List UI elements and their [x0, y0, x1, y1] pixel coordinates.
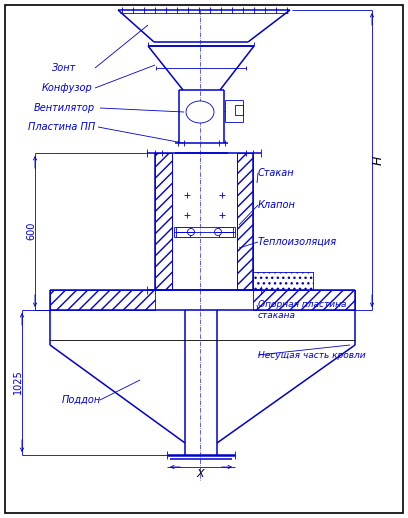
Text: 1025: 1025 [13, 370, 23, 394]
Bar [235, 105, 243, 115]
Text: Клапон: Клапон [258, 200, 296, 210]
Text: H: H [372, 155, 384, 165]
Text: Несущая часть кровли: Несущая часть кровли [258, 351, 366, 359]
Bar [174, 227, 235, 237]
Text: Поддон: Поддон [62, 395, 101, 405]
Text: Конфузор: Конфузор [42, 83, 93, 93]
Ellipse shape [186, 101, 214, 123]
Circle shape [188, 228, 195, 236]
Bar [219, 227, 233, 237]
Text: Опорная пластина
стакана: Опорная пластина стакана [258, 300, 346, 320]
Bar [237, 153, 253, 290]
Text: Вентилятор: Вентилятор [34, 103, 95, 113]
Text: Стакан: Стакан [258, 168, 295, 178]
Text: Теплоизоляция: Теплоизоляция [258, 237, 337, 247]
Bar [176, 227, 190, 237]
Bar [50, 290, 155, 310]
Text: X: X [196, 469, 204, 479]
Text: Зонт: Зонт [52, 63, 76, 73]
Bar [253, 290, 355, 310]
Text: 600: 600 [26, 222, 36, 240]
Circle shape [215, 228, 222, 236]
Bar [155, 153, 172, 290]
Bar [253, 272, 313, 290]
Text: Пластина ПП: Пластина ПП [28, 122, 95, 132]
